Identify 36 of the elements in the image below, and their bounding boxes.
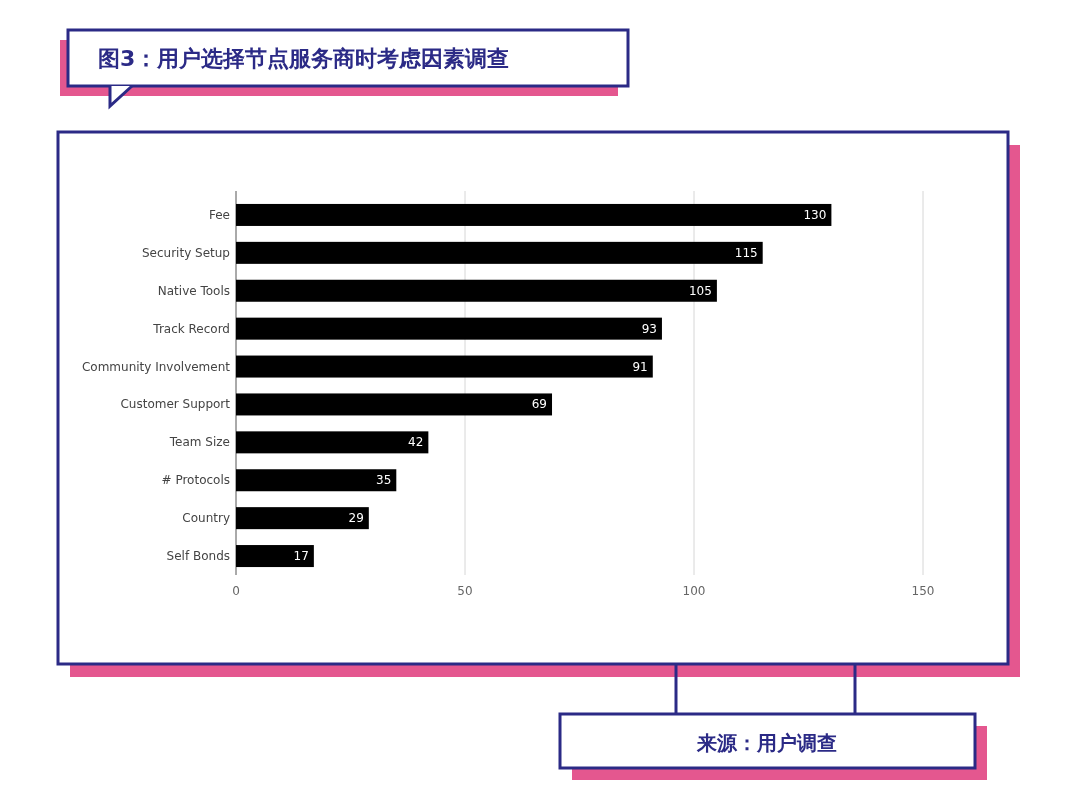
bar	[236, 469, 397, 492]
source-note: 来源：用户调查	[696, 731, 837, 755]
y-tick-label: Self Bonds	[166, 549, 230, 564]
bar	[236, 545, 314, 568]
y-tick-label: Fee	[208, 207, 230, 222]
data-label: 91	[632, 359, 648, 374]
bar	[236, 507, 369, 530]
x-tick-label: 150	[911, 584, 935, 598]
bar	[236, 431, 429, 454]
y-tick-label: Country	[182, 511, 230, 526]
bar	[236, 279, 717, 302]
data-label: 17	[293, 549, 309, 564]
bar	[236, 317, 662, 340]
bar	[236, 355, 653, 378]
x-tick-label: 50	[457, 584, 473, 598]
bar	[236, 393, 553, 416]
y-tick-label: Customer Support	[120, 397, 231, 412]
x-tick-label: 100	[682, 584, 706, 598]
y-tick-label: Team Size	[168, 435, 230, 450]
data-label: 35	[376, 473, 392, 488]
bar	[236, 241, 763, 264]
y-tick-label: Security Setup	[141, 245, 230, 260]
y-tick-label: Track Record	[152, 321, 230, 336]
y-tick-label: Native Tools	[157, 283, 230, 298]
data-label: 69	[531, 397, 548, 412]
y-tick-label: # Protocols	[161, 473, 230, 488]
bar	[236, 203, 832, 226]
data-label: 42	[408, 435, 424, 450]
data-label: 105	[688, 283, 712, 298]
chart-title: 图3：用户选择节点服务商时考虑因素调查	[98, 46, 510, 71]
data-label: 29	[348, 511, 364, 526]
y-tick-label: Community Involvement	[81, 359, 231, 374]
data-label: 115	[734, 245, 758, 260]
data-label: 93	[641, 321, 657, 336]
data-label: 130	[803, 207, 827, 222]
x-tick-label: 0	[232, 584, 240, 598]
